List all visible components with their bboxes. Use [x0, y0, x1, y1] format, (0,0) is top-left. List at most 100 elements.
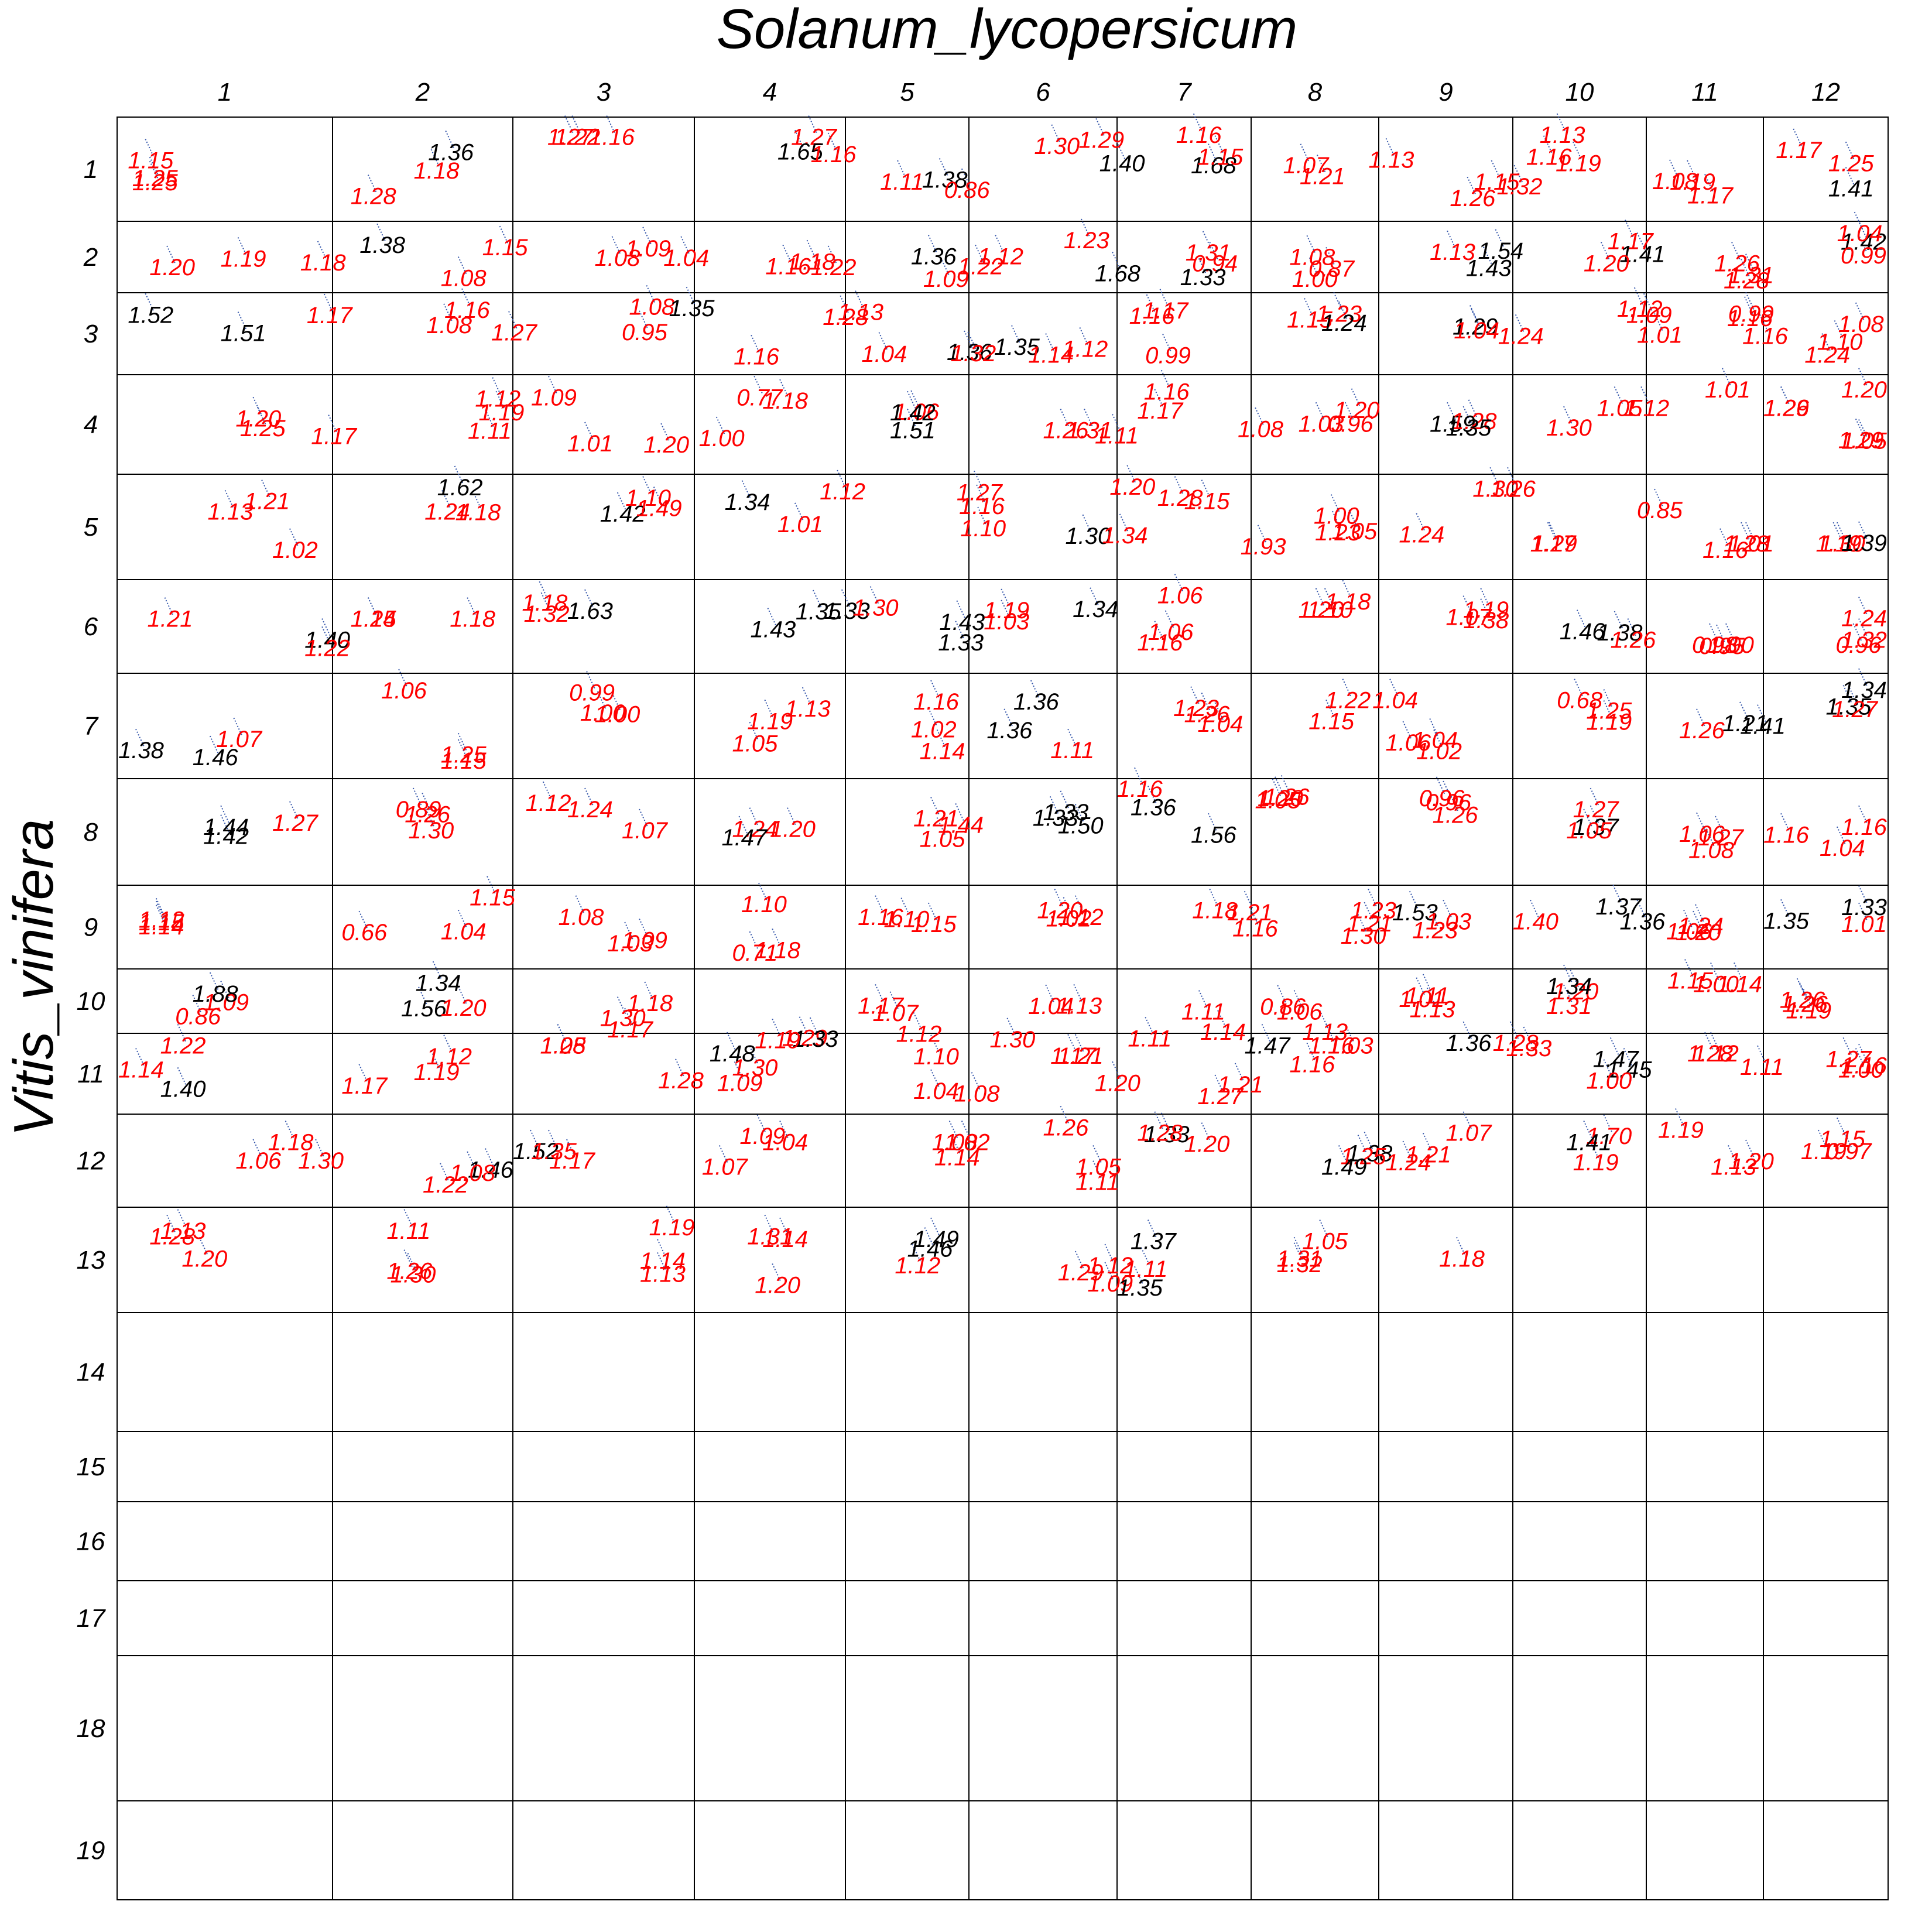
ratio-label: 1.19 [1573, 1150, 1619, 1176]
synteny-segment [1081, 218, 1090, 237]
ratio-label: 1.12 [1617, 296, 1663, 322]
plot-frame [117, 117, 1889, 1900]
synteny-segment [1274, 776, 1284, 795]
ratio-label: 1.03 [984, 609, 1029, 635]
synteny-segment [1549, 522, 1558, 540]
synteny-segment [432, 961, 442, 979]
synteny-segment [1715, 816, 1724, 834]
ratio-label: 1.24 [1385, 1150, 1431, 1176]
ratio-label: 1.12 [426, 1044, 472, 1070]
ratio-label: 1.09 [622, 927, 667, 953]
ratio-label: 1.21 [1300, 164, 1345, 190]
synteny-segment [1858, 597, 1868, 615]
synteny-segment [164, 597, 174, 616]
ratio-label: 1.08 [450, 1160, 496, 1186]
ratio-label: 1.22 [304, 635, 350, 661]
ratio-label: 1.16 [1742, 323, 1789, 349]
ratio-label: 1.35 [796, 599, 842, 625]
synteny-segment [653, 487, 663, 505]
ratio-label: 1.33 [793, 1026, 838, 1052]
synteny-segment [1858, 902, 1868, 921]
ratio-label: 1.16 [444, 297, 491, 323]
synteny-segment [1214, 1074, 1224, 1093]
ratio-label: 1.08 [559, 905, 605, 930]
ratio-label: 1.41 [1740, 714, 1786, 739]
synteny-segment [794, 502, 804, 521]
ratio-label: 1.00 [1708, 632, 1754, 658]
ratio-label: 1.26 [1450, 186, 1496, 211]
ratio-label: 1.18 [455, 500, 501, 526]
y-tick-label: 7 [84, 712, 99, 741]
ratio-label: 0.66 [341, 920, 388, 946]
synteny-segment [726, 1032, 736, 1050]
ratio-label: 1.52 [513, 1139, 559, 1164]
ratio-label: 1.24 [1399, 522, 1444, 548]
synteny-segment [1570, 970, 1580, 988]
y-tick-label: 3 [84, 320, 98, 348]
synteny-segment [1074, 804, 1084, 823]
synteny-segment [237, 237, 247, 255]
x-tick-label: 7 [1177, 78, 1192, 107]
ratio-label: 1.12 [895, 1253, 940, 1279]
synteny-segment [1443, 780, 1453, 799]
ratio-label: 1.25 [240, 416, 286, 441]
synteny-segment [367, 174, 377, 193]
ratio-label: 1.30 [1065, 523, 1111, 549]
ratio-label: 1.20 [755, 1272, 800, 1298]
ratio-label: 1.27 [957, 479, 1003, 505]
synteny-segment [1603, 700, 1613, 718]
synteny-segment [675, 1059, 684, 1077]
ratio-label: 1.10 [883, 907, 929, 933]
synteny-segment [779, 1217, 789, 1236]
ratio-label: 1.20 [1095, 1070, 1140, 1096]
ratio-label: 1.36 [911, 244, 957, 269]
ratio-label: 1.04 [1412, 727, 1458, 753]
synteny-segment [1447, 230, 1456, 249]
synteny-segment [1198, 990, 1208, 1009]
synteny-segment [1491, 160, 1501, 179]
ratio-label: 1.26 [1714, 251, 1760, 277]
y-tick-label: 13 [77, 1246, 105, 1275]
y-tick-label: 11 [77, 1060, 104, 1088]
synteny-segment [955, 621, 965, 639]
ratio-label: 1.27 [1698, 825, 1745, 851]
synteny-segment [1051, 124, 1061, 143]
synteny-segment [1821, 333, 1831, 352]
ratio-label: 1.21 [1058, 1043, 1104, 1069]
synteny-segment [315, 1139, 325, 1157]
synteny-segment [930, 1069, 940, 1088]
ratio-label: 1.14 [934, 1145, 980, 1171]
ratio-label: 1.30 [1820, 531, 1865, 557]
synteny-segment [657, 1252, 666, 1270]
synteny-segment [1261, 1024, 1271, 1042]
ratio-label: 1.21 [148, 607, 193, 632]
synteny-segment [422, 793, 431, 811]
ratio-label: 0.86 [1260, 994, 1306, 1020]
ratio-label: 1.05 [1597, 395, 1643, 421]
synteny-segment [1858, 885, 1868, 904]
ratio-label: 1.11 [1123, 1256, 1167, 1282]
ratio-label: 1.02 [272, 537, 318, 563]
synteny-segment [1855, 1048, 1865, 1066]
ratio-label: 1.14 [762, 1227, 808, 1252]
synteny-segment [317, 241, 327, 259]
synteny-segment [1293, 1242, 1303, 1261]
synteny-segment [1515, 314, 1525, 333]
ratio-label: 1.31 [1546, 994, 1592, 1019]
synteny-segment [875, 984, 885, 1002]
synteny-segment [1462, 406, 1472, 424]
ratio-label: 1.11 [1095, 423, 1139, 449]
ratio-label: 1.23 [1316, 301, 1362, 327]
ratio-label: 1.88 [193, 981, 239, 1007]
ratio-label: 1.00 [1586, 1068, 1632, 1094]
synteny-segment [639, 918, 648, 937]
synteny-segment [1090, 587, 1099, 606]
ratio-label: 1.31 [1067, 418, 1112, 444]
synteny-segment [772, 1263, 782, 1282]
ratio-label: 1.19 [221, 246, 266, 272]
synteny-segment [1447, 402, 1456, 420]
ratio-label: 1.31 [747, 1224, 793, 1249]
ratio-label: 1.20 [441, 995, 487, 1021]
synteny-segment [1744, 296, 1753, 315]
synteny-segment [454, 465, 464, 484]
